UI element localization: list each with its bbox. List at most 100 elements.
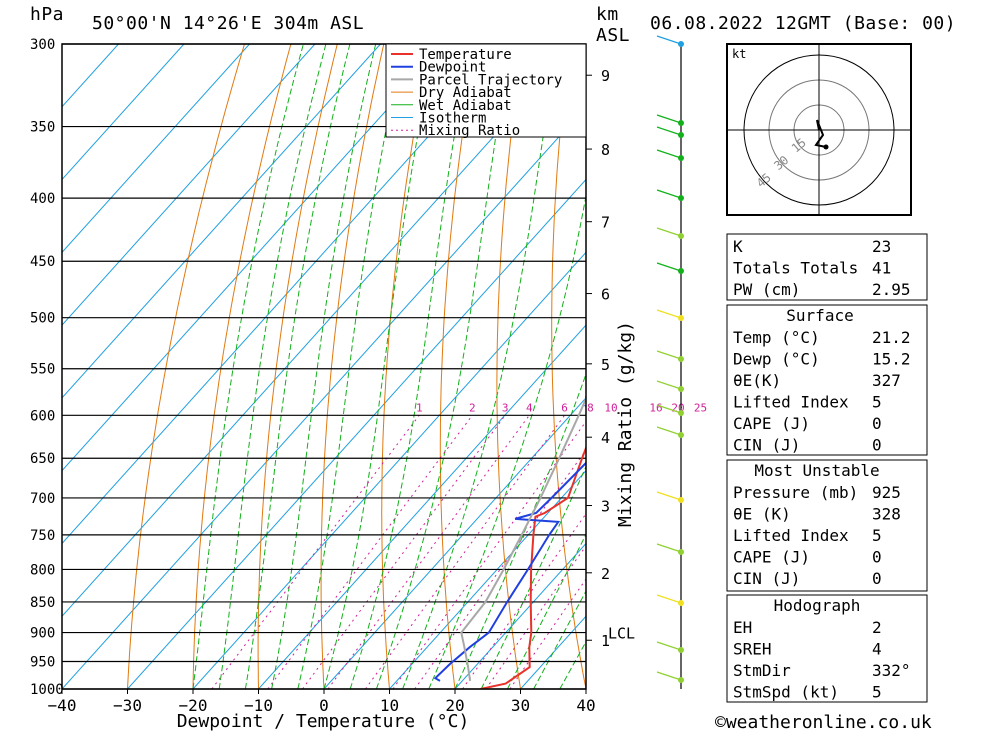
isotherm-line — [62, 106, 586, 689]
wet-adiabat-line — [480, 465, 586, 689]
legend-label: Parcel Trajectory — [419, 72, 562, 88]
wind-barb — [656, 671, 682, 681]
pressure-tick-label: 850 — [30, 595, 55, 611]
info-row-value: 5 — [872, 526, 882, 545]
temperature-tick-label: −10 — [244, 696, 273, 715]
info-row-label: K — [733, 237, 743, 256]
legend-label: Mixing Ratio — [419, 123, 520, 139]
wet-adiabat-line — [218, 44, 327, 689]
wind-barb — [656, 641, 682, 651]
pressure-tick-label: 650 — [30, 451, 55, 467]
wind-barb — [656, 114, 682, 124]
dewpoint-line — [433, 396, 586, 682]
isotherm-line — [127, 178, 586, 689]
wet-adiabat-line — [506, 533, 586, 689]
legend-label: Temperature — [419, 47, 512, 63]
isotherm-line — [62, 44, 119, 108]
info-row-label: EH — [733, 618, 752, 637]
info-row-value: 5 — [872, 393, 882, 412]
pressure-tick-label: 300 — [30, 37, 55, 53]
info-row-value: 21.2 — [872, 328, 911, 347]
axes: 3003504004505005506006507007508008509009… — [30, 37, 635, 715]
info-row-value: 41 — [872, 259, 891, 278]
wind-barb — [656, 35, 682, 45]
mixing-ratio-label: 3 — [502, 401, 509, 414]
isotherm-line — [62, 44, 447, 472]
mixing-ratio-label: 25 — [694, 401, 707, 414]
temperature-tick-label: −20 — [179, 696, 208, 715]
info-row-label: CIN (J) — [733, 569, 800, 588]
temperature-line — [480, 445, 586, 689]
temperature-tick-label: 30 — [511, 696, 530, 715]
pressure-tick-label: 450 — [30, 254, 55, 270]
isotherm-line — [62, 44, 185, 181]
wet-adiabat-line — [454, 372, 586, 689]
dry-adiabat-line — [381, 44, 431, 689]
pressure-tick-label: 750 — [30, 528, 55, 544]
hodograph-trace — [814, 119, 827, 148]
info-row-value: 5 — [872, 683, 882, 702]
pressure-tick-label: 500 — [30, 311, 55, 327]
legend-label: Dry Adiabat — [419, 85, 512, 101]
wet-adiabat-line — [349, 44, 471, 689]
parcel-trajectory-line — [460, 396, 586, 682]
mixing-ratio-label: 8 — [587, 401, 594, 414]
dry-adiabat-line — [257, 44, 338, 689]
wind-barb — [656, 189, 682, 199]
info-row-value: 332° — [872, 661, 911, 680]
info-row-value: 15.2 — [872, 350, 911, 369]
wind-barb — [656, 491, 682, 501]
dry-adiabat-line — [941, 44, 1000, 689]
wind-barb — [656, 350, 682, 360]
temperature-tick-label: −30 — [113, 696, 142, 715]
info-row-label: θE (K) — [733, 505, 791, 524]
info-row-value: 925 — [872, 483, 901, 502]
info-row-label: PW (cm) — [733, 280, 800, 299]
dry-adiabat-line — [127, 44, 245, 689]
isotherm-line — [62, 44, 512, 545]
info-row-label: Temp (°C) — [733, 328, 820, 347]
info-row-label: SREH — [733, 640, 772, 659]
lcl-label: LCL — [608, 625, 635, 643]
pressure-tick-label: 600 — [30, 408, 55, 424]
pressure-tick-label: 800 — [30, 562, 55, 578]
temperature-tick-label: −40 — [48, 696, 77, 715]
temperature-tick-label: 10 — [380, 696, 399, 715]
hodograph-box-title: Hodograph — [774, 596, 861, 615]
isotherm-line — [62, 44, 381, 399]
wind-barb — [656, 594, 682, 604]
info-row-label: CAPE (J) — [733, 548, 810, 567]
info-row-value: 328 — [872, 505, 901, 524]
wind-barb — [656, 404, 682, 414]
copyright-text[interactable]: ©weatheronline.co.uk — [715, 712, 932, 733]
legend-label: Isotherm — [419, 111, 486, 127]
wet-adiabat-line — [271, 44, 377, 689]
hodograph-box: Hodograph EH 2 SREH 4 StmDir 332° StmSpd (kt) 5 — [726, 594, 928, 703]
wind-barb — [656, 126, 682, 136]
info-row-value: 0 — [872, 436, 882, 455]
temperature-tick-label: 40 — [576, 696, 595, 715]
wet-adiabat-line — [533, 590, 586, 689]
height-unit-label-asl: ASL — [596, 25, 630, 46]
info-row-value: 0 — [872, 414, 882, 433]
info-row-label: Pressure (mb) — [733, 483, 858, 502]
wind-barb — [656, 227, 682, 237]
wind-barb-staff — [656, 35, 684, 689]
mixing-ratio-line — [267, 415, 473, 689]
info-row-value: 23 — [872, 237, 891, 256]
wind-barb — [656, 426, 682, 436]
unstable-box-title: Most Unstable — [754, 461, 879, 480]
height-tick-label: 5 — [601, 356, 610, 374]
wind-barb — [656, 262, 682, 272]
mixing-ratio-label: 10 — [604, 401, 617, 414]
isotherm-line — [62, 44, 250, 254]
info-row-value: 4 — [872, 640, 882, 659]
surface-box: Surface Temp (°C) 21.2 Dewp (°C) 15.2 θE(K) 3… — [726, 304, 928, 456]
wind-barb — [656, 380, 682, 390]
info-row-value: 327 — [872, 371, 901, 390]
info-row-value: 2 — [872, 618, 882, 637]
info-row-value: 0 — [872, 548, 882, 567]
indices-box: K 23 Totals Totals 41 PW (cm) 2.95 — [726, 233, 928, 301]
